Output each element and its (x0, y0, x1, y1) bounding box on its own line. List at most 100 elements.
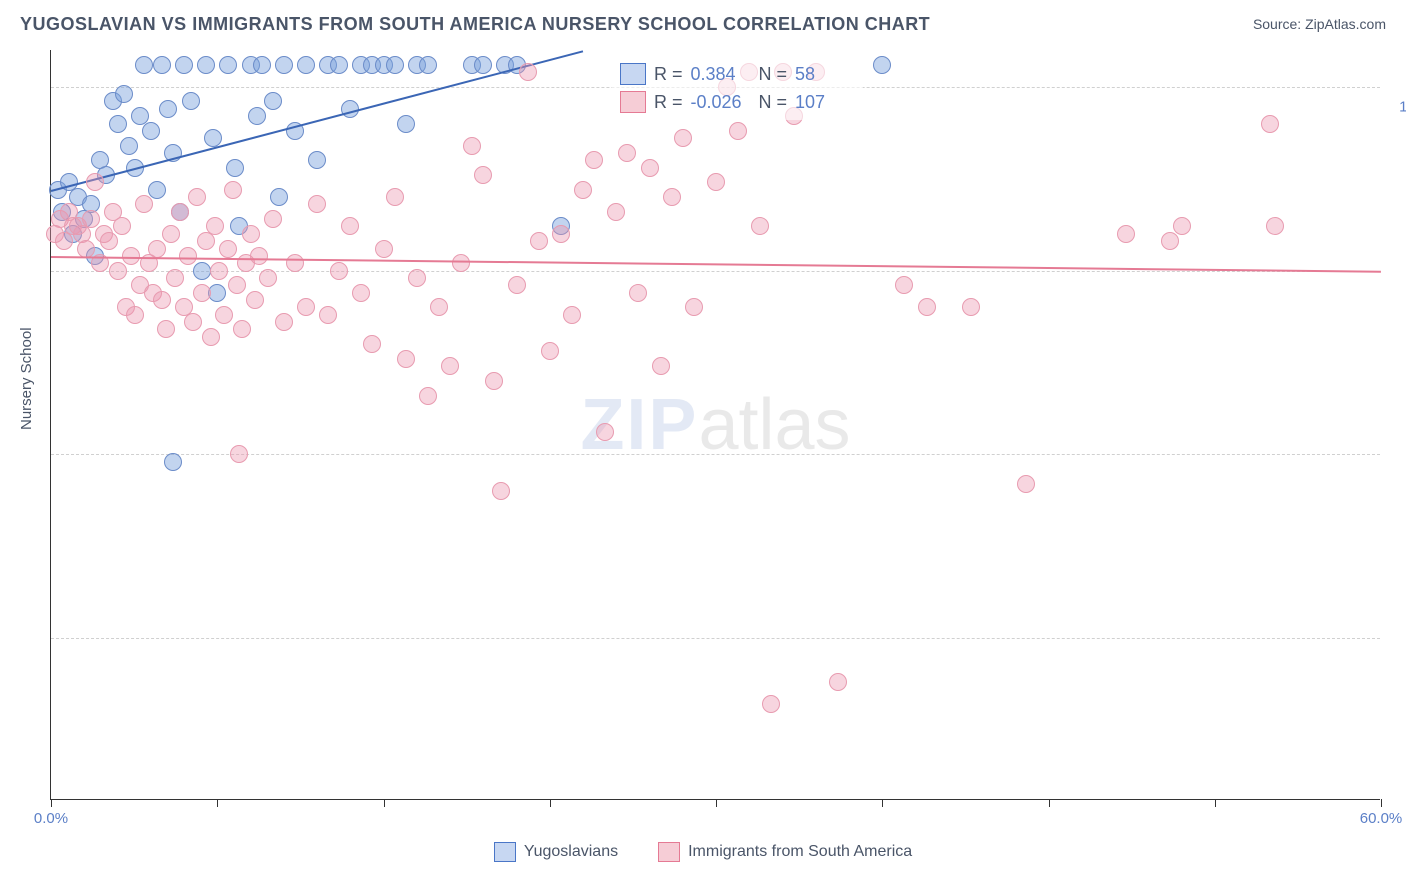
scatter-point (219, 240, 237, 258)
scatter-point (86, 173, 104, 191)
scatter-point (259, 269, 277, 287)
x-tick (217, 799, 218, 807)
scatter-point (297, 298, 315, 316)
scatter-point (751, 217, 769, 235)
scatter-point (1261, 115, 1279, 133)
legend-swatch (658, 842, 680, 862)
scatter-point (1117, 225, 1135, 243)
scatter-point (563, 306, 581, 324)
scatter-point (441, 357, 459, 375)
scatter-point (120, 137, 138, 155)
scatter-point (206, 217, 224, 235)
scatter-point (179, 247, 197, 265)
scatter-point (618, 144, 636, 162)
scatter-point (193, 262, 211, 280)
scatter-point (228, 276, 246, 294)
scatter-point (162, 225, 180, 243)
scatter-point (264, 92, 282, 110)
legend-item: Yugoslavians (494, 842, 618, 862)
x-tick (1381, 799, 1382, 807)
x-tick (51, 799, 52, 807)
r-value: 0.384 (691, 64, 751, 85)
scatter-point (419, 56, 437, 74)
scatter-point (171, 203, 189, 221)
scatter-point (188, 188, 206, 206)
legend-swatch (620, 63, 646, 85)
scatter-point (685, 298, 703, 316)
y-tick-label: 100.0% (1390, 98, 1406, 115)
n-value: 58 (795, 64, 855, 85)
scatter-point (126, 306, 144, 324)
scatter-point (113, 217, 131, 235)
scatter-point (250, 247, 268, 265)
scatter-point (574, 181, 592, 199)
scatter-point (430, 298, 448, 316)
scatter-point (474, 56, 492, 74)
trend-line (51, 50, 584, 192)
y-tick-label: 92.5% (1390, 650, 1406, 667)
scatter-point (829, 673, 847, 691)
scatter-point (135, 56, 153, 74)
scatter-point (629, 284, 647, 302)
chart-title: YUGOSLAVIAN VS IMMIGRANTS FROM SOUTH AME… (20, 14, 930, 35)
scatter-point (153, 291, 171, 309)
series-legend: Yugoslavians Immigrants from South Americ… (0, 842, 1406, 862)
legend-label: Immigrants from South America (688, 843, 912, 861)
x-tick-label: 60.0% (1360, 810, 1403, 827)
scatter-point (208, 284, 226, 302)
scatter-point (82, 210, 100, 228)
scatter-point (197, 56, 215, 74)
y-axis-label: Nursery School (18, 327, 35, 430)
n-label: N = (759, 92, 788, 113)
scatter-point (419, 387, 437, 405)
scatter-point (397, 115, 415, 133)
scatter-point (1017, 475, 1035, 493)
legend-swatch (620, 91, 646, 113)
scatter-point (286, 254, 304, 272)
legend-item: Immigrants from South America (658, 842, 912, 862)
scatter-point (148, 240, 166, 258)
scatter-point (109, 262, 127, 280)
scatter-point (873, 56, 891, 74)
scatter-point (164, 453, 182, 471)
x-tick (384, 799, 385, 807)
r-label: R = (654, 64, 683, 85)
scatter-point (230, 445, 248, 463)
scatter-point (204, 129, 222, 147)
x-tick (550, 799, 551, 807)
scatter-point (519, 63, 537, 81)
scatter-point (242, 225, 260, 243)
scatter-point (233, 320, 251, 338)
x-tick (882, 799, 883, 807)
scatter-point (202, 328, 220, 346)
scatter-point (585, 151, 603, 169)
scatter-point (184, 313, 202, 331)
scatter-point (100, 232, 118, 250)
scatter-point (175, 56, 193, 74)
scatter-point (157, 320, 175, 338)
n-label: N = (759, 64, 788, 85)
watermark-zip: ZIP (580, 385, 698, 465)
scatter-point (308, 195, 326, 213)
scatter-point (297, 56, 315, 74)
scatter-point (492, 482, 510, 500)
scatter-point (330, 56, 348, 74)
scatter-point (148, 181, 166, 199)
gridline (51, 638, 1380, 639)
scatter-point (596, 423, 614, 441)
scatter-point (246, 291, 264, 309)
scatter-point (115, 85, 133, 103)
scatter-point (508, 276, 526, 294)
scatter-point (224, 181, 242, 199)
legend-label: Yugoslavians (524, 843, 618, 861)
scatter-point (341, 217, 359, 235)
scatter-point (375, 240, 393, 258)
scatter-point (397, 350, 415, 368)
scatter-point (193, 284, 211, 302)
scatter-point (1161, 232, 1179, 250)
scatter-point (463, 137, 481, 155)
scatter-point (226, 159, 244, 177)
scatter-point (275, 313, 293, 331)
legend-row: R =-0.026N =107 (620, 88, 855, 116)
scatter-point (762, 695, 780, 713)
